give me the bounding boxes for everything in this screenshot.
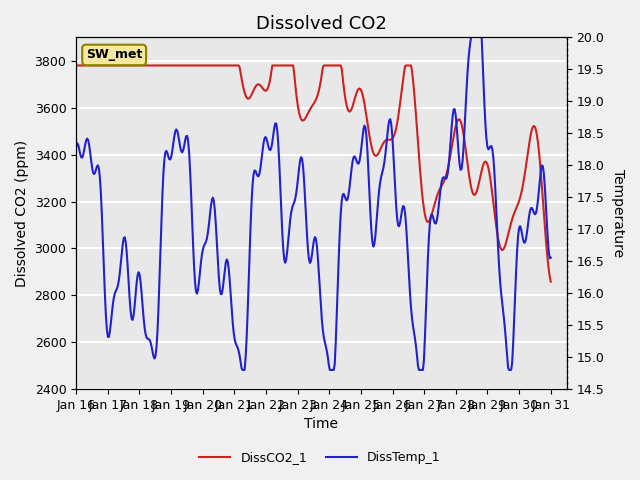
DissTemp_1 (239, 367, 246, 373)
DissCO2_1 (503, 236, 511, 241)
DissTemp_1 (547, 255, 555, 261)
Text: SW_met: SW_met (86, 48, 142, 61)
DissCO2_1 (273, 62, 280, 68)
DissCO2_1 (421, 212, 429, 217)
DissTemp_1 (72, 144, 80, 150)
DissTemp_1 (422, 308, 429, 314)
Y-axis label: Temperature: Temperature (611, 169, 625, 257)
Line: DissCO2_1: DissCO2_1 (76, 65, 551, 282)
DissCO2_1 (220, 62, 228, 68)
DissTemp_1 (273, 128, 281, 133)
DissTemp_1 (339, 192, 346, 198)
DissCO2_1 (338, 65, 346, 71)
DissTemp_1 (468, 28, 476, 34)
DissCO2_1 (72, 62, 80, 68)
DissTemp_1 (362, 125, 369, 131)
DissTemp_1 (220, 276, 228, 282)
DissTemp_1 (506, 367, 513, 373)
DissCO2_1 (547, 279, 555, 285)
Legend: DissCO2_1, DissTemp_1: DissCO2_1, DissTemp_1 (194, 446, 446, 469)
Line: DissTemp_1: DissTemp_1 (76, 31, 551, 370)
Title: Dissolved CO2: Dissolved CO2 (256, 15, 387, 33)
X-axis label: Time: Time (305, 418, 339, 432)
DissCO2_1 (360, 101, 368, 107)
Y-axis label: Dissolved CO2 (ppm): Dissolved CO2 (ppm) (15, 140, 29, 287)
